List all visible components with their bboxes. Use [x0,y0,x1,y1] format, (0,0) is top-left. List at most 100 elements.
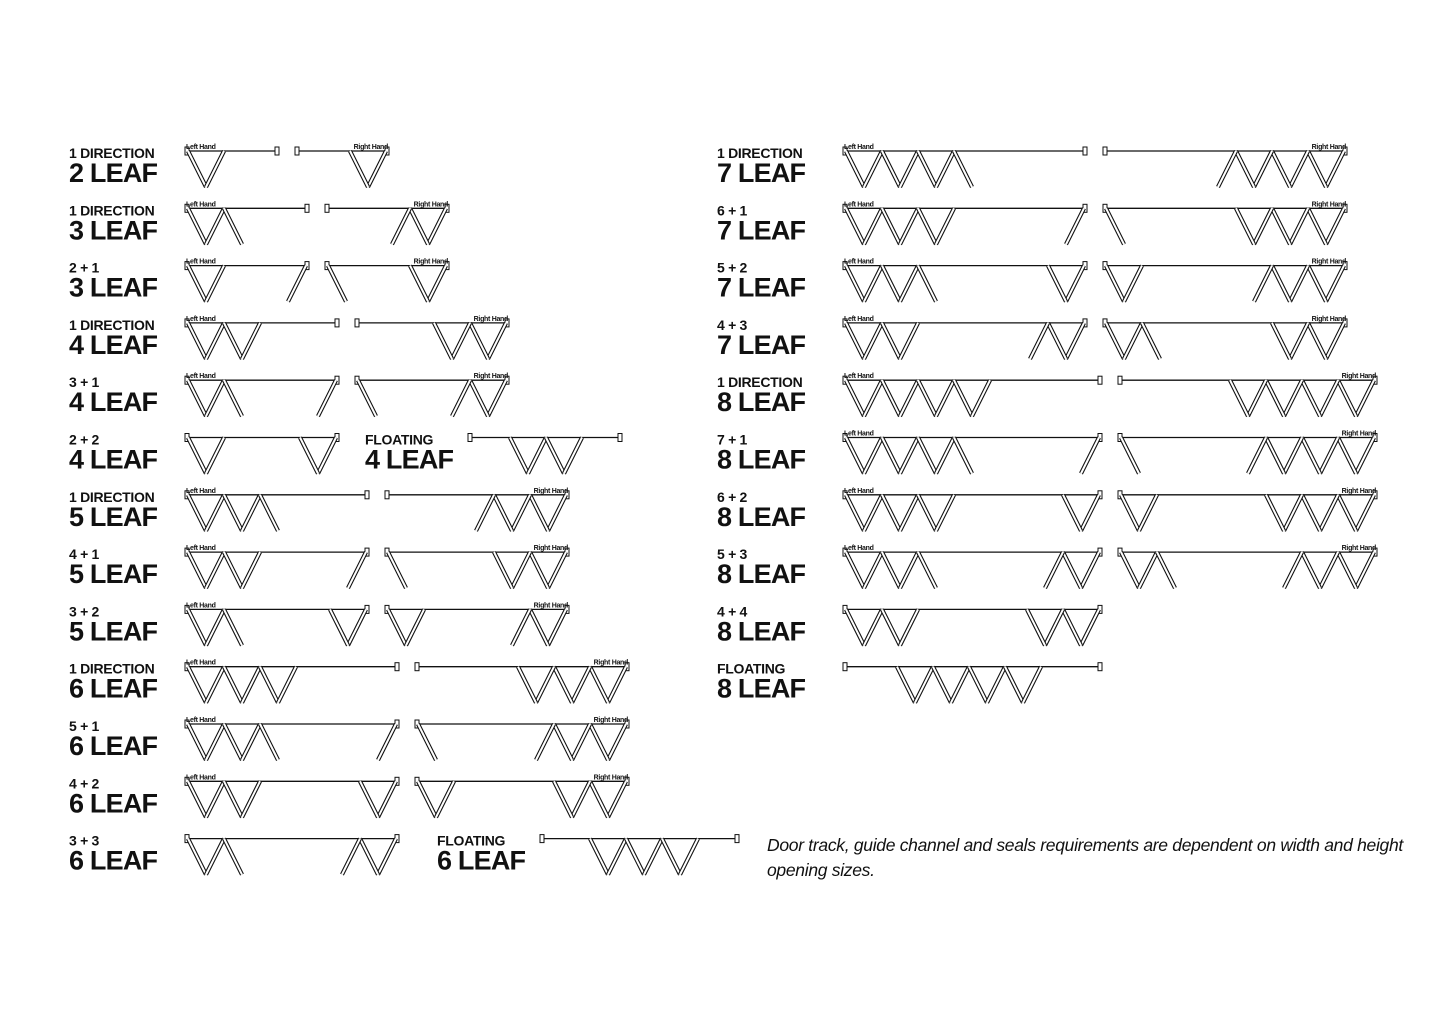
right-hand-label: Right Hand [594,774,628,781]
door-leaf-inner [863,207,883,245]
door-leaf-inner [205,265,225,303]
config-title: 7 LEAF [717,215,806,245]
track-end-cap [304,203,310,213]
door-leaf-inner [914,666,934,704]
track-end-cap [274,146,280,156]
door-leaf-inner [881,437,901,474]
door-leaf-inner [863,265,883,303]
configuration-row: 3 + 14 LEAF Left Hand Right Hand [69,373,510,418]
door-diagram: Right Hand [1102,316,1348,360]
door-leaf-inner [899,265,919,303]
left-hand-label: Left Hand [844,259,874,266]
door-leaf-inner [527,437,547,474]
config-subtitle: FLOATING [717,661,786,677]
door-diagram: Right Hand [354,373,510,418]
left-hand-label: Left Hand [844,431,874,438]
door-diagram: Left Hand [184,144,280,188]
door-leaf-inner [349,150,369,188]
config-subtitle: 1 DIRECTION [69,145,155,161]
door-leaf-inner [589,838,609,876]
configuration-row: 4 + 48 LEAF [717,603,1103,646]
door-leaf-inner [1271,207,1291,245]
door-leaf-inner [223,723,243,761]
door-leaf-inner [259,666,279,704]
door-diagram: Left Hand [184,717,400,761]
door-leaf-inner [451,322,471,360]
config-subtitle: 5 + 2 [717,260,748,276]
door-leaf-inner [1026,608,1046,646]
door-leaf-inner [917,207,937,245]
door-leaf-inner [187,608,207,646]
door-leaf-inner [547,494,567,532]
door-leaf-inner [223,608,243,646]
config-title: 6 LEAF [437,846,526,876]
door-leaf-inner [1289,150,1309,188]
door-leaf-inner [1120,437,1140,474]
door-leaf-inner [845,150,865,188]
door-leaf-inner [1355,379,1375,417]
door-leaf-inner [1325,207,1345,245]
door-leaf-inner [241,666,261,704]
left-hand-label: Left Hand [186,545,216,552]
door-leaf-inner [1044,608,1064,646]
configuration-row: 5 + 38 LEAF Left Hand Right Hand [717,545,1378,589]
door-leaf-inner [607,838,627,876]
door-leaf-inner [187,666,207,704]
door-leaf-inner [1289,207,1309,245]
config-title: 7 LEAF [717,273,806,303]
door-leaf-inner [1337,437,1357,474]
config-title: 5 LEAF [69,502,158,532]
door-leaf-inner [547,551,567,589]
config-subtitle: 1 DIRECTION [69,202,155,218]
right-hand-label: Right Hand [354,144,388,151]
door-leaf-inner [517,666,537,704]
door-leaf-inner [1283,494,1303,532]
configuration-row: 6 + 28 LEAF Left Hand Right Hand [717,488,1378,532]
config-subtitle: 4 + 2 [69,775,100,791]
config-subtitle: 4 + 3 [717,317,748,333]
door-leaf-inner [1307,322,1327,360]
right-hand-label: Right Hand [414,259,448,266]
door-leaf-inner [509,437,529,474]
door-leaf-inner [1319,494,1339,532]
door-leaf-inner [1062,608,1082,646]
door-leaf-inner [241,494,261,532]
door-leaf-inner [1283,437,1303,474]
right-hand-label: Right Hand [1342,545,1376,552]
config-title: 7 LEAF [717,330,806,360]
left-hand-label: Left Hand [186,488,216,495]
config-title: 5 LEAF [69,616,158,646]
configuration-row: 2 + 13 LEAF Left Hand Right Hand [69,259,450,303]
left-hand-label: Left Hand [186,373,216,380]
door-leaf-inner [845,494,865,532]
door-diagram: Left Hand [184,259,310,303]
door-leaf-inner [589,666,609,704]
door-diagram: Right Hand [414,774,630,819]
door-leaf-inner [625,838,645,876]
door-diagram: Right Hand [384,488,570,532]
config-title: 8 LEAF [717,387,806,417]
door-leaf-inner [1047,265,1067,303]
door-leaf-inner [935,379,955,417]
door-leaf-inner [241,551,261,589]
door-leaf-inner [553,666,573,704]
door-leaf-inner [863,494,883,532]
door-leaf-inner [553,780,573,818]
door-leaf-inner [1022,666,1042,704]
door-leaf-inner [223,494,243,532]
door-leaf-inner [205,723,225,761]
door-diagram: Right Hand [1102,144,1348,188]
door-leaf-inner [607,723,627,761]
door-leaf-inner [863,437,883,474]
door-leaf-inner [1062,494,1082,532]
door-leaf-inner [187,437,207,474]
door-leaf-inner [377,838,397,876]
door-diagram: Left Hand [184,373,340,418]
door-leaf-inner [299,437,319,474]
door-leaf-inner [205,838,225,876]
config-subtitle: FLOATING [437,833,506,849]
door-leaf-inner [899,207,919,245]
